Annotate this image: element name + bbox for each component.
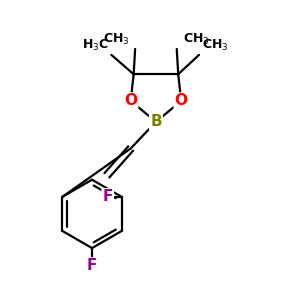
- Text: O: O: [175, 94, 188, 109]
- Text: CH$_3$: CH$_3$: [202, 38, 229, 53]
- Text: CH$_3$: CH$_3$: [103, 32, 129, 47]
- Text: O: O: [124, 94, 137, 109]
- Text: CH$_3$: CH$_3$: [183, 32, 209, 47]
- Text: F: F: [87, 258, 97, 273]
- Text: H$_3$C: H$_3$C: [82, 38, 108, 53]
- Text: B: B: [150, 114, 162, 129]
- Text: F: F: [103, 189, 113, 204]
